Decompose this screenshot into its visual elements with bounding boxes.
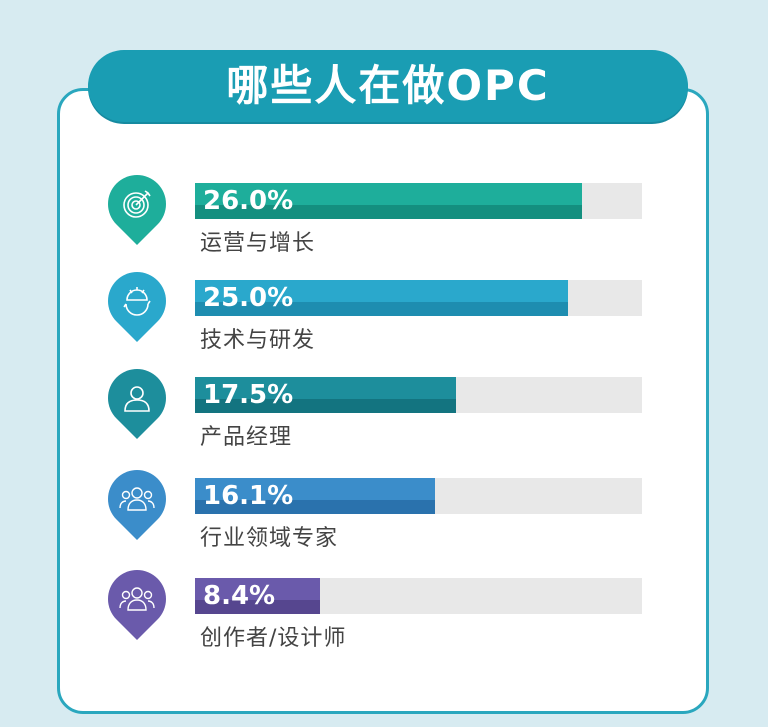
person-icon: [108, 369, 166, 427]
bar: [195, 478, 435, 514]
bar-row: 25.0% 技术与研发: [0, 259, 768, 370]
bar-track: 17.5%: [195, 377, 642, 413]
target-icon: [108, 175, 166, 233]
bar: [195, 377, 456, 413]
chart-title: 哪些人在做OPC: [88, 50, 688, 122]
value-label: 8.4%: [203, 581, 276, 611]
bar-track: 26.0%: [195, 183, 642, 219]
category-label: 行业领域专家: [200, 526, 339, 551]
value-label: 26.0%: [203, 186, 294, 216]
value-label: 16.1%: [203, 481, 294, 511]
value-label: 25.0%: [203, 283, 294, 313]
bar: [195, 183, 583, 219]
bar-row: 17.5% 产品经理: [0, 356, 768, 467]
bar-row: 26.0% 运营与增长: [0, 162, 768, 273]
bar-track: 16.1%: [195, 478, 642, 514]
gear-refresh-icon: [108, 272, 166, 330]
group-icon: [108, 570, 166, 628]
bar: [195, 578, 321, 614]
category-label: 技术与研发: [200, 328, 316, 353]
bar-track: 8.4%: [195, 578, 642, 614]
value-label: 17.5%: [203, 380, 294, 410]
bar: [195, 280, 568, 316]
bar-track: 25.0%: [195, 280, 642, 316]
bar-row: 8.4% 创作者/设计师: [0, 557, 768, 668]
category-label: 产品经理: [200, 425, 293, 450]
bar-row: 16.1% 行业领域专家: [0, 457, 768, 568]
category-label: 创作者/设计师: [200, 626, 347, 651]
category-label: 运营与增长: [200, 231, 316, 256]
group-icon: [108, 470, 166, 528]
